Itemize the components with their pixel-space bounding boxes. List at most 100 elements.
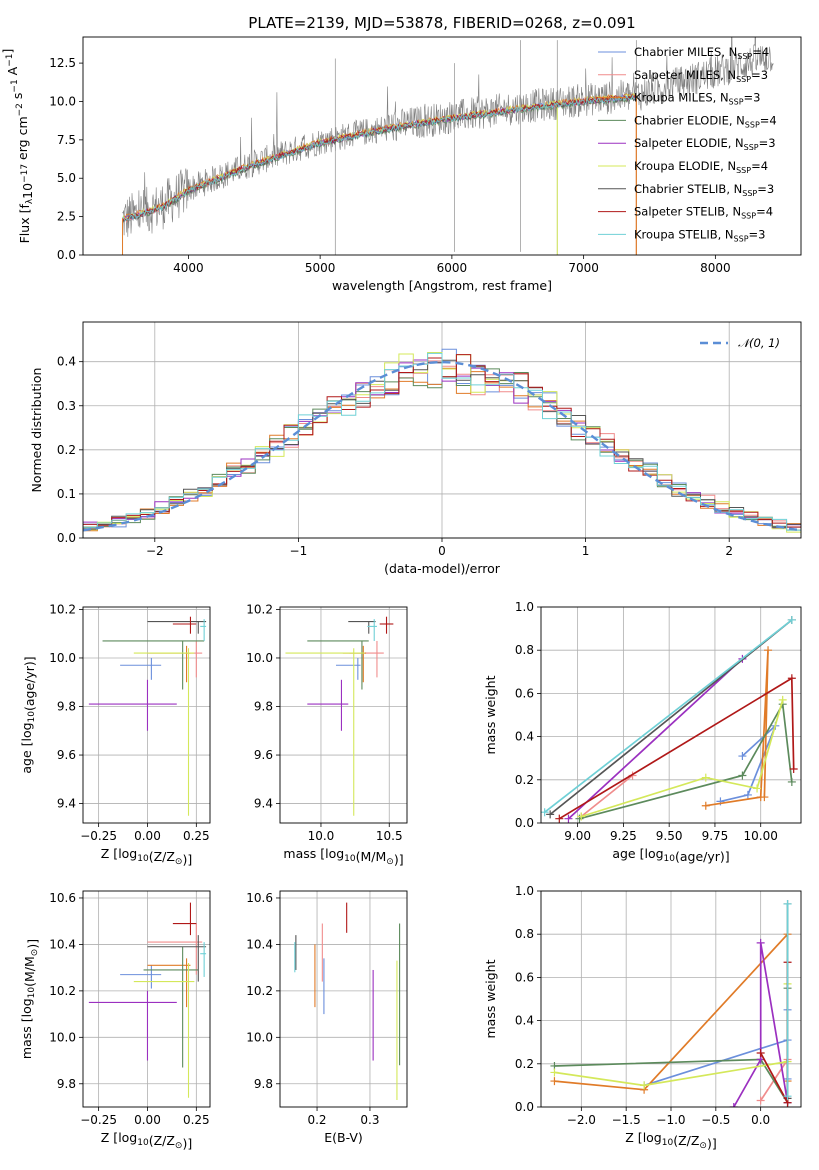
y-tick-label: 9.8 [254, 1077, 273, 1091]
y-tick-label: 10.0 [246, 651, 273, 665]
y-tick-label: 5.0 [57, 171, 76, 185]
panel-residuals: −2 −1 0 1 2 0.0 0.1 0.2 0.3 0.4 𝒩(0, 1) (data-model… [29, 321, 802, 576]
weight-line-salpeter-elodie [567, 658, 743, 820]
x-tick-label: 9.75 [702, 829, 729, 843]
y-tick-label: 10.6 [246, 891, 273, 905]
x-tick-label: −0.25 [80, 1113, 117, 1127]
legend-entry: Chabrier STELIB, NSSP=3 [634, 182, 774, 198]
x-tick-label: 0 [438, 544, 446, 558]
y-axis-label: mass [log10(M/M⊙)] [19, 939, 40, 1059]
weight-point-marker [550, 1068, 559, 1077]
normal-reference-curve [83, 360, 799, 532]
panel-mass_vs_ebv: 0.2 0.3 9.8 10.0 10.2 10.4 10.6 E(B-V) [246, 890, 408, 1145]
model-spectrum-salpeter-stelib [122, 94, 637, 222]
panel-weight_vs_age: 9.00 9.25 9.50 9.75 10.00 0.0 0.2 0.4 0.6 0.8 1.0 a… [483, 600, 802, 864]
y-tick-label: 9.8 [57, 1077, 76, 1091]
x-tick-label: 9.00 [564, 829, 591, 843]
y-tick-label: 0.0 [515, 816, 534, 830]
x-axis-label: (data-model)/error [384, 561, 501, 576]
x-tick-label: 0.25 [183, 829, 210, 843]
x-axis-label: wavelength [Angstrom, rest frame] [332, 278, 552, 293]
legend-entry: Chabrier MILES, NSSP=4 [634, 45, 769, 61]
axes-frame [82, 36, 802, 256]
x-tick-label: 6000 [437, 261, 468, 275]
figure-title: PLATE=2139, MJD=53878, FIBERID=0268, z=0… [248, 14, 635, 32]
plot-area [88, 616, 207, 816]
x-tick-label: 0.3 [360, 1113, 379, 1127]
panel-weight_vs_z: −2.0 −1.5 −1.0 −0.5 0.0 0.0 0.2 0.4 0.6 0.8 1.0 Z [… [483, 884, 802, 1151]
x-axis-label: age [log10(age/yr)] [612, 846, 729, 864]
weight-line-kroupa-stelib [544, 619, 793, 813]
x-tick-label: 0.00 [134, 1113, 161, 1127]
x-tick-label: 0.25 [183, 1113, 210, 1127]
y-tick-label: 9.8 [57, 700, 76, 714]
x-tick-label: 10.00 [744, 829, 778, 843]
weight-line-salpeter-miles [580, 774, 634, 818]
y-tick-label: 0.1 [57, 487, 76, 501]
weight-point-marker [701, 801, 710, 810]
y-tick-label: 0.2 [57, 443, 76, 457]
weight-point-marker [640, 1081, 649, 1090]
axes-frame [82, 890, 211, 1108]
weight-point-marker [756, 1049, 765, 1057]
y-tick-label: 10.0 [49, 94, 76, 108]
y-axis-label: Flux [fλ10−17 erg cm−2 s−1 A−1] [0, 49, 35, 244]
y-tick-label: 10.0 [49, 1030, 76, 1044]
legend-entry: 𝒩(0, 1) [738, 336, 780, 350]
axes-frame [279, 890, 408, 1108]
x-tick-label: 0.00 [134, 829, 161, 843]
y-tick-label: 10.6 [49, 891, 76, 905]
y-tick-label: 7.5 [57, 133, 76, 147]
weight-point-marker [783, 899, 792, 908]
weight-point-marker [577, 812, 586, 821]
x-tick-label: 1 [582, 544, 590, 558]
axes-frame [279, 606, 408, 824]
panel-mass_vs_z: −0.25 0.00 0.25 9.8 10.0 10.2 10.4 10.6 Z [log10… [19, 890, 211, 1151]
weight-point-marker [778, 695, 787, 704]
weight-line-salpeter-elodie [733, 942, 789, 1107]
x-axis-label: Z [log10(Z/Z⊙)] [101, 846, 192, 867]
x-tick-label: 8000 [700, 261, 731, 275]
y-tick-label: 10.4 [49, 937, 76, 951]
x-axis-label: E(B-V) [324, 1130, 363, 1145]
plot-area [88, 902, 207, 1098]
y-tick-label: 1.0 [515, 884, 534, 898]
x-tick-label: −1 [290, 544, 308, 558]
legend-entry: Kroupa ELODIE, NSSP=4 [634, 159, 768, 175]
y-tick-label: 10.0 [246, 1030, 273, 1044]
x-tick-label: 0.0 [751, 1113, 770, 1127]
weight-line-chabrier-miles [720, 725, 777, 803]
plot-area [83, 348, 801, 538]
weight-point-marker [564, 814, 573, 823]
weight-point-marker [550, 1077, 559, 1086]
chart-panels: 4000 5000 6000 7000 80000.02.55.07.510.012.5… [0, 36, 802, 1151]
legend-entry: Kroupa MILES, NSSP=3 [634, 91, 760, 107]
plot-area [541, 615, 798, 823]
weight-point-marker [787, 674, 796, 683]
y-tick-label: 9.8 [254, 700, 273, 714]
x-tick-label: 9.50 [656, 829, 683, 843]
y-tick-label: 0.3 [57, 399, 76, 413]
x-tick-label: 4000 [173, 261, 204, 275]
y-tick-label: 12.5 [49, 56, 76, 70]
weight-line-chabrier-elodie [579, 701, 793, 820]
legend-entry: Salpeter STELIB, NSSP=4 [634, 205, 773, 221]
x-tick-label: 2 [725, 544, 733, 558]
y-tick-label: 1.0 [515, 600, 534, 614]
x-tick-label: −0.25 [80, 829, 117, 843]
axes-frame [540, 606, 802, 824]
axes-frame [82, 606, 211, 824]
y-tick-label: 0.2 [515, 1057, 534, 1071]
y-tick-label: 0.6 [515, 686, 534, 700]
weight-point-marker [764, 646, 773, 655]
y-tick-label: 0.6 [515, 970, 534, 984]
legend: Chabrier MILES, NSSP=4 Salpeter MILES, NS… [598, 45, 777, 243]
y-tick-label: 10.2 [49, 602, 76, 616]
plot-area [122, 37, 774, 255]
legend-entry: Salpeter ELODIE, NSSP=3 [634, 136, 776, 152]
x-tick-label: 0.2 [307, 1113, 326, 1127]
weight-line-chabrier-stelib [549, 619, 793, 816]
weight-point-marker [783, 1092, 792, 1101]
y-tick-label: 9.4 [254, 797, 273, 811]
